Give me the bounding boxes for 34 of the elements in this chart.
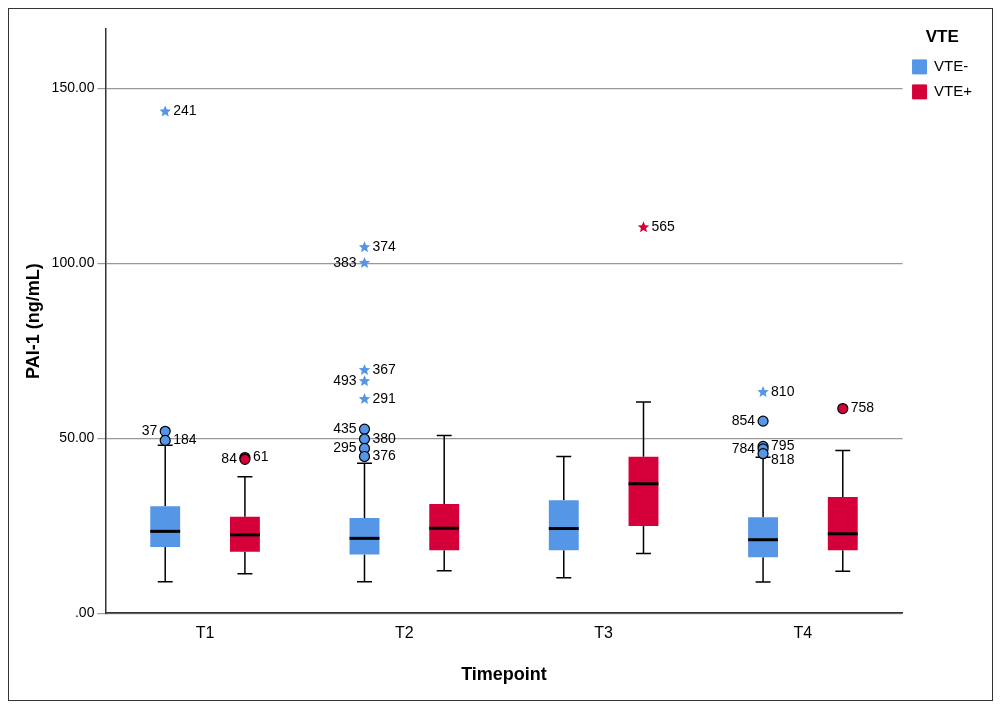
y-tick-label: 100.00 [51,254,95,271]
annotation: 367 [372,360,397,377]
y-axis-title: PAI-1 (ng/mL) [22,263,43,379]
annotation: 565 [651,218,676,235]
y-tick-label: 150.00 [51,79,95,96]
legend-label: VTE+ [934,82,973,100]
annotation: 295 [333,439,357,456]
annotation: 784 [731,439,756,456]
annotation: 61 [252,448,269,465]
x-tick-label: T3 [594,624,614,642]
x-axis-title: Timepoint [461,664,547,685]
x-tick-label: T1 [195,624,215,642]
annotation: 241 [173,102,197,119]
y-tick-label: 50.00 [59,429,95,446]
annotation: 374 [372,238,397,255]
annotation: 84 [221,450,238,467]
annotation: 383 [333,253,357,270]
x-tick-label: T2 [395,624,414,642]
annotation: 380 [372,429,397,446]
annotation: 435 [333,420,357,437]
annotation: 795 [771,437,795,454]
annotation: 376 [372,447,397,464]
annotation: 758 [850,399,875,416]
legend-title: VTE [925,27,959,47]
annotation: 184 [173,431,197,448]
x-tick-label: T4 [793,624,813,642]
annotation: 810 [771,382,795,399]
annotation: 291 [372,389,397,406]
legend-label: VTE- [934,57,969,75]
annotation: 818 [771,451,795,468]
annotation: 37 [141,422,158,439]
y-tick-label: .00 [74,604,95,621]
annotation: 493 [333,372,357,389]
annotation: 854 [731,412,756,429]
